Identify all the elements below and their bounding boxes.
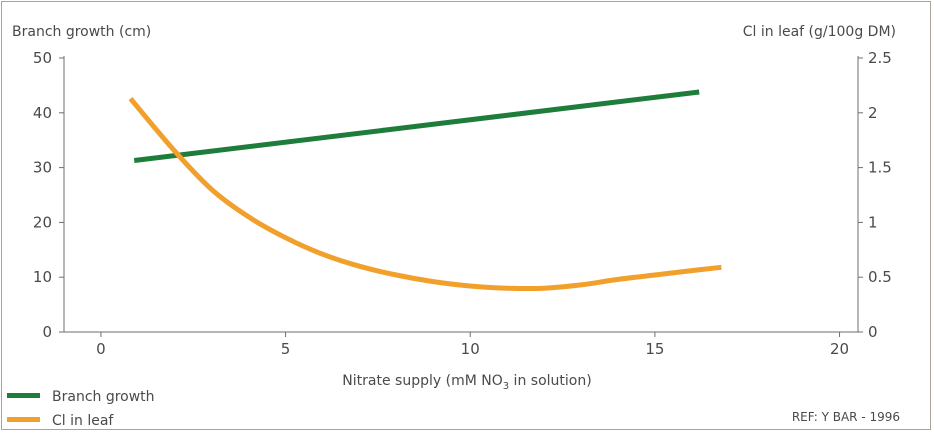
right-y-tick-label: 2.5	[868, 49, 892, 67]
legend-label-cl-in-leaf: Cl in leaf	[52, 413, 114, 429]
x-tick-label: 5	[281, 340, 291, 358]
axes	[63, 56, 859, 333]
right-y-ticks: 0 0.5 1 1.5 2 2.5	[858, 49, 892, 341]
right-y-tick-label: 0.5	[868, 268, 892, 286]
left-y-tick-label: 50	[33, 49, 52, 67]
right-y-tick-label: 0	[868, 323, 878, 341]
right-y-tick-label: 2	[868, 104, 878, 122]
left-y-tick-label: 40	[33, 104, 52, 122]
right-y-tick-label: 1.5	[868, 159, 892, 177]
x-tick-label: 0	[96, 340, 106, 358]
left-y-tick-label: 30	[33, 159, 52, 177]
left-y-ticks: 0 10 20 30 40 50	[33, 49, 64, 341]
series-line-cl-in-leaf	[128, 96, 722, 291]
legend-label-branch-growth: Branch growth	[52, 389, 155, 405]
x-tick-label: 10	[461, 340, 480, 358]
legend: Branch growth Cl in leaf	[7, 389, 155, 429]
series-line-branch-growth	[133, 89, 700, 163]
legend-swatch-cl-in-leaf	[7, 417, 40, 422]
series-layer	[128, 89, 722, 291]
x-tick-label: 20	[830, 340, 849, 358]
left-y-tick-label: 20	[33, 213, 52, 231]
right-y-tick-label: 1	[868, 213, 878, 231]
x-ticks: 0 5 10 15 20	[96, 332, 849, 358]
reference-note: REF: Y BAR - 1996	[792, 410, 900, 424]
x-axis-title: Nitrate supply (mM NO3 in solution)	[342, 373, 591, 392]
left-y-axis-title: Branch growth (cm)	[12, 24, 151, 40]
legend-swatch-branch-growth	[7, 393, 40, 398]
left-y-tick-label: 0	[42, 323, 52, 341]
left-y-tick-label: 10	[33, 268, 52, 286]
right-y-axis-title: Cl in leaf (g/100g DM)	[743, 24, 896, 40]
x-tick-label: 15	[645, 340, 664, 358]
